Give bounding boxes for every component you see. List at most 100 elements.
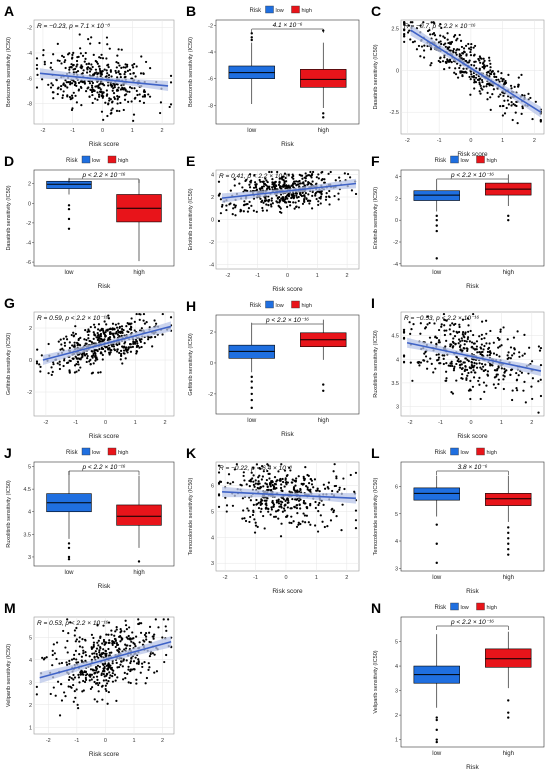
data-point (99, 75, 102, 78)
data-point (517, 85, 520, 88)
data-point (473, 80, 476, 83)
data-point (107, 317, 110, 320)
outlier-point (507, 699, 510, 702)
data-point (284, 515, 288, 518)
data-point (65, 81, 68, 84)
legend-label: high (487, 450, 497, 456)
data-point (406, 31, 410, 34)
data-point (470, 73, 473, 76)
data-point (117, 331, 120, 334)
data-point (258, 178, 261, 182)
data-point (459, 360, 462, 363)
legend-swatch (450, 155, 459, 164)
data-point (107, 84, 110, 87)
data-point (461, 330, 465, 334)
data-point (55, 79, 58, 82)
data-point (281, 489, 284, 493)
data-point (453, 33, 457, 37)
data-point (83, 338, 86, 341)
panel-letter: N (371, 600, 381, 616)
data-point (516, 330, 519, 333)
data-point (219, 212, 223, 215)
data-point (474, 371, 477, 374)
data-point (243, 200, 246, 203)
data-point (92, 636, 95, 640)
data-point (56, 42, 59, 45)
data-point (335, 477, 338, 480)
data-point (99, 635, 102, 638)
data-point (95, 655, 99, 658)
data-point (479, 92, 482, 95)
data-point (266, 469, 269, 473)
data-point (217, 464, 221, 467)
data-point (105, 682, 109, 685)
data-point (310, 207, 314, 210)
data-point (314, 524, 317, 527)
data-point (503, 112, 507, 115)
x-tick-label: high (318, 128, 329, 134)
data-point (77, 88, 81, 91)
data-point (86, 357, 89, 360)
data-point (467, 371, 470, 375)
data-point (260, 187, 263, 190)
data-point (80, 356, 83, 359)
data-point (275, 501, 279, 504)
data-point (262, 185, 266, 188)
data-point (224, 496, 227, 499)
data-point (459, 363, 462, 366)
data-point (121, 362, 124, 365)
data-point (314, 506, 317, 510)
y-tick-label: 1 (395, 738, 398, 744)
data-point (261, 206, 264, 210)
data-point (487, 71, 490, 74)
data-point (75, 658, 78, 661)
legend-swatch (291, 5, 300, 14)
data-point (49, 66, 52, 69)
data-point (120, 660, 123, 663)
data-point (472, 74, 476, 78)
data-point (129, 328, 133, 331)
data-point (122, 108, 125, 112)
data-point (75, 362, 78, 366)
data-point (115, 350, 119, 353)
data-point (263, 199, 267, 202)
data-point (292, 201, 295, 204)
data-point (56, 362, 59, 365)
data-point (514, 111, 517, 114)
y-tick-label: 2 (395, 196, 398, 202)
data-point (35, 362, 39, 365)
data-point (354, 192, 358, 196)
data-point (51, 91, 54, 94)
data-point (106, 672, 109, 675)
data-point (233, 468, 236, 471)
data-point (458, 325, 461, 329)
data-point (462, 67, 465, 70)
data-point (116, 98, 119, 101)
x-tick-label: low (432, 270, 442, 276)
data-point (86, 87, 89, 90)
data-point (106, 667, 109, 671)
data-point (118, 351, 121, 354)
data-point (259, 197, 262, 200)
bracket-line (251, 28, 324, 33)
data-point (517, 374, 520, 377)
data-point (480, 78, 484, 82)
data-point (317, 510, 320, 513)
data-point (275, 194, 278, 197)
x-tick-label: 2 (161, 128, 164, 134)
data-point (100, 672, 103, 675)
data-point (277, 183, 281, 186)
data-point (78, 343, 81, 346)
data-point (63, 60, 66, 64)
data-point (250, 471, 253, 474)
data-point (69, 65, 73, 69)
data-point (496, 336, 500, 340)
data-point (506, 354, 509, 357)
data-point (285, 194, 289, 197)
data-point (92, 362, 95, 365)
data-point (100, 652, 103, 655)
outlier-point (322, 116, 325, 119)
data-point (97, 328, 100, 331)
y-tick-label: 3 (29, 680, 32, 686)
data-point (124, 647, 128, 650)
